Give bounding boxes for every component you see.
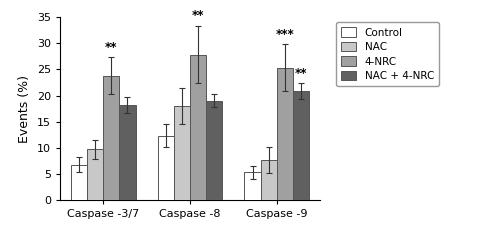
Y-axis label: Events (%): Events (%) xyxy=(18,75,32,142)
Bar xyxy=(104,76,120,200)
Bar xyxy=(71,164,87,200)
Text: **: ** xyxy=(105,41,118,54)
Text: **: ** xyxy=(192,9,204,22)
Bar xyxy=(276,68,293,200)
Legend: Control, NAC, 4-NRC, NAC + 4-NRC: Control, NAC, 4-NRC, NAC + 4-NRC xyxy=(336,22,440,86)
Bar xyxy=(206,101,222,200)
Bar xyxy=(244,172,260,200)
Bar xyxy=(120,105,136,200)
Bar xyxy=(190,55,206,200)
Text: ***: *** xyxy=(276,28,294,41)
Bar xyxy=(260,160,276,200)
Bar xyxy=(87,149,104,200)
Text: **: ** xyxy=(294,67,307,80)
Bar xyxy=(158,136,174,200)
Bar xyxy=(293,91,309,200)
Bar xyxy=(174,106,190,200)
